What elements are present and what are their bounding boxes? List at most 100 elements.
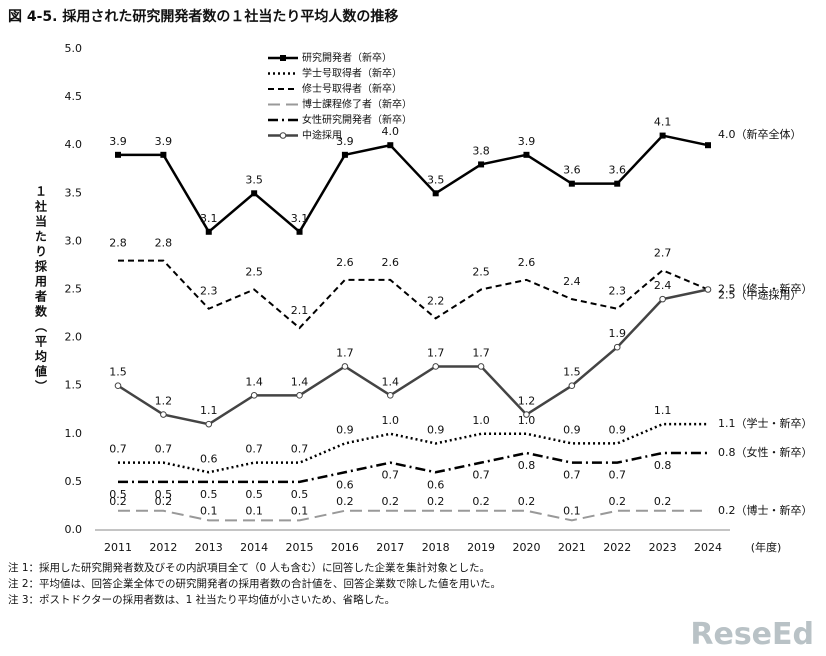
value-label: 0.2 [518, 495, 536, 508]
marker [705, 142, 711, 149]
value-label: 0.6 [336, 478, 354, 491]
value-label: 0.7 [472, 469, 490, 482]
value-label: 2.5（中途採用） [718, 288, 802, 302]
marker [704, 286, 712, 293]
x-tick-label: 2018 [422, 541, 450, 554]
value-label: 2.6 [518, 256, 536, 269]
value-label: 0.7 [245, 443, 263, 456]
x-tick-label: 2021 [558, 541, 586, 554]
value-label: 1.7 [472, 346, 490, 359]
marker [659, 132, 666, 139]
value-label: 0.1 [200, 504, 218, 517]
legend-label: 学士号取得者（新卒） [302, 67, 402, 80]
value-label: 1.1（学士・新卒） [718, 416, 813, 430]
legend-marker [279, 132, 287, 139]
value-label: 0.1 [563, 504, 581, 517]
value-label: 0.2 [155, 495, 173, 508]
x-tick-label: 2023 [649, 541, 677, 554]
value-label: 3.5 [427, 173, 445, 186]
series-line [117, 288, 709, 426]
value-label: 0.7 [382, 469, 400, 482]
value-label: 4.0（新卒全体） [718, 127, 802, 141]
value-label: 2.4 [654, 279, 672, 292]
value-label: 1.4 [382, 375, 400, 388]
chart-title: 図 4-5. 採用された研究開発者数の１社当たり平均人数の推移 [8, 8, 398, 25]
x-axis-title: (年度) [751, 540, 782, 554]
x-tick-label: 2019 [467, 541, 495, 554]
value-label: 0.2 [382, 495, 400, 508]
x-tick-label: 2011 [104, 541, 132, 554]
value-label: 2.8 [109, 237, 127, 250]
x-tick-label: 2020 [512, 541, 540, 554]
value-label: 0.7 [563, 469, 581, 482]
value-label: 1.2 [518, 395, 536, 408]
x-tick-label: 2016 [331, 541, 359, 554]
value-label: 0.5 [291, 488, 309, 501]
y-tick-label: 4.5 [65, 90, 83, 103]
legend-label: 修士号取得者（新卒） [302, 82, 402, 95]
value-label: 3.6 [563, 164, 581, 177]
value-label: 0.9 [563, 423, 581, 436]
marker [387, 392, 394, 399]
value-label: 2.1 [291, 304, 309, 317]
y-tick-label: 2.0 [65, 331, 83, 344]
note: 注 2：平均値は、回答企業全体での研究開発者の採用者数の合計値を、回答企業数で除… [8, 578, 502, 590]
value-label: 2.2 [427, 294, 445, 307]
marker [115, 151, 121, 158]
value-label: 2.3 [608, 285, 626, 298]
value-label: 0.2 [654, 495, 672, 508]
value-label: 3.9 [155, 135, 173, 148]
y-tick-label: 0.0 [65, 523, 83, 536]
notes: 注 1：採用した研究開発者数及びその内訳項目全て（0 人も含む）に回答した企業を… [8, 560, 501, 608]
value-label: 1.1 [654, 404, 672, 417]
value-label: 0.9 [336, 423, 354, 436]
marker [341, 363, 349, 370]
value-label: 0.2 [608, 495, 626, 508]
value-label: 1.7 [336, 346, 354, 359]
value-label: 2.6 [382, 256, 400, 269]
legend-label: 女性研究開発者（新卒） [302, 113, 412, 126]
series-line [118, 259, 709, 330]
value-label: 0.5 [155, 488, 173, 501]
value-label: 1.4 [291, 375, 309, 388]
value-label: 0.5 [109, 488, 127, 501]
value-label: 0.2（博士・新卒） [718, 503, 813, 517]
value-label: 0.8 [654, 459, 672, 472]
value-label: 0.7 [291, 443, 309, 456]
y-tick-label: 1.0 [65, 427, 83, 440]
value-label: 1.0 [382, 414, 400, 427]
value-label: 2.5 [245, 266, 263, 279]
value-label: 1.0 [472, 414, 490, 427]
marker [114, 382, 122, 390]
value-label: 0.2 [336, 495, 354, 508]
marker [614, 180, 621, 187]
marker [523, 151, 530, 158]
x-tick-label: 2024 [694, 541, 722, 554]
value-label: 2.7 [654, 246, 672, 259]
value-label: 2.5（修士・新卒） [718, 282, 813, 296]
legend-label: 研究開発者（新卒） [302, 51, 392, 64]
y-tick-label: 0.5 [65, 475, 83, 488]
y-tick-label: 3.0 [65, 234, 83, 247]
value-label: 0.5 [200, 488, 218, 501]
chart: 図 4-5. 採用された研究開発者数の１社当たり平均人数の推移 １社当たり採用者… [8, 8, 813, 554]
marker [251, 190, 258, 197]
value-label: 0.2 [427, 495, 445, 508]
value-label: 0.8 [518, 459, 536, 472]
marker [432, 190, 439, 197]
value-label: 2.8 [155, 237, 173, 250]
value-label: 1.9 [608, 327, 626, 340]
value-label: 0.5 [245, 488, 263, 501]
value-label: 3.1 [200, 212, 218, 225]
marker [160, 151, 167, 158]
value-label: 1.7 [427, 346, 445, 359]
marker [296, 392, 303, 399]
value-label: 1.2 [155, 395, 173, 408]
watermark: ReseEd [690, 617, 814, 652]
value-label: 0.7 [109, 443, 127, 456]
marker [478, 161, 485, 168]
marker [523, 411, 530, 418]
value-label: 0.1 [291, 504, 309, 517]
value-label: 0.6 [427, 478, 445, 491]
note: 注 3：ポストドクターの採用者数は、1 社当たり平均値が小さいため、省略した。 [8, 594, 396, 606]
